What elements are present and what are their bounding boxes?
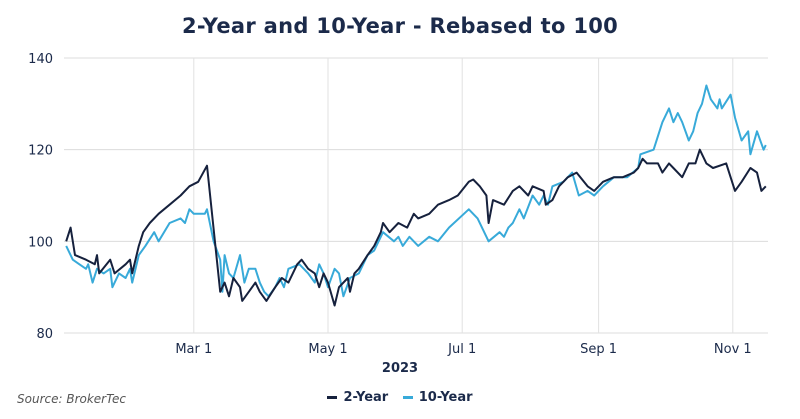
x-tick-label: Sep 1: [580, 342, 617, 357]
y-tick-label: 80: [36, 327, 53, 342]
series-line-10-year: [65, 84, 767, 298]
x-tick-label: May 1: [308, 342, 347, 357]
legend-label-2-year: 2-Year: [343, 390, 389, 405]
y-tick-label: 140: [28, 52, 53, 67]
legend-swatch-2-year: [327, 396, 338, 399]
x-tick-label: Jul 1: [447, 342, 476, 357]
legend-label-10-year: 10-Year: [418, 390, 473, 405]
chart-title: 2-Year and 10-Year - Rebased to 100: [181, 14, 619, 38]
x-tick-label: Nov 1: [714, 342, 752, 357]
y-tick-label: 100: [28, 235, 53, 250]
legend-item-2-year: 2-Year: [327, 390, 388, 405]
legend-item-10-year: 10-Year: [402, 390, 473, 405]
source-note: Source: BrokerTec: [17, 392, 126, 406]
legend: 2-Year 10-Year: [0, 388, 800, 405]
x-axis-label: 2023: [381, 361, 419, 376]
y-tick-label: 120: [28, 144, 53, 159]
legend-swatch-10-year: [402, 396, 413, 399]
series-line-2-year: [65, 148, 767, 307]
x-tick-label: Mar 1: [175, 342, 212, 357]
